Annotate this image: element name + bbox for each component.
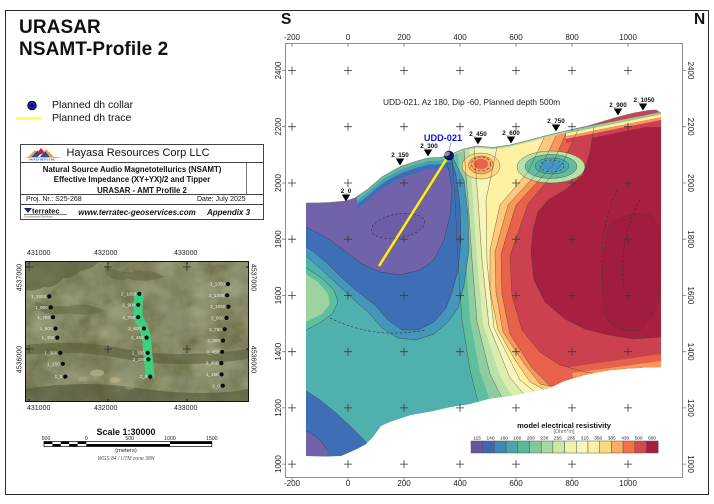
svg-text:3_150: 3_150 (206, 372, 219, 377)
svg-text:500: 500 (42, 436, 51, 442)
svg-text:2400: 2400 (274, 61, 283, 79)
svg-text:2_600: 2_600 (502, 130, 520, 137)
svg-text:140: 140 (486, 436, 494, 442)
svg-text:230: 230 (540, 436, 548, 442)
svg-text:2000: 2000 (686, 174, 695, 192)
svg-text:430: 430 (621, 436, 629, 442)
svg-text:N: N (694, 11, 705, 28)
svg-text:180: 180 (513, 436, 521, 442)
svg-text:UDD-021: UDD-021 (424, 133, 462, 143)
svg-text:400: 400 (453, 33, 467, 42)
svg-text:800: 800 (565, 33, 579, 42)
svg-text:2_1050: 2_1050 (121, 292, 137, 297)
svg-text:2000: 2000 (274, 174, 283, 192)
svg-text:200: 200 (527, 436, 535, 442)
svg-text:0: 0 (346, 479, 351, 488)
svg-text:3_1200: 3_1200 (209, 293, 225, 298)
svg-text:3_750: 3_750 (209, 327, 222, 332)
svg-text:115: 115 (473, 436, 481, 442)
svg-text:1800: 1800 (686, 230, 695, 248)
svg-text:1000: 1000 (686, 455, 695, 473)
svg-text:1_0: 1_0 (55, 374, 63, 379)
svg-text:HAYASA METALS INC: HAYASA METALS INC (29, 158, 56, 161)
svg-text:1400: 1400 (274, 342, 283, 360)
svg-text:1000: 1000 (619, 479, 637, 488)
svg-text:800: 800 (565, 479, 579, 488)
svg-text:2_0: 2_0 (341, 188, 352, 195)
svg-text:1000: 1000 (274, 455, 283, 473)
svg-text:3_1350: 3_1350 (210, 282, 226, 287)
svg-text:3_0: 3_0 (212, 383, 220, 388)
svg-text:285: 285 (567, 436, 575, 442)
svg-text:3_900: 3_900 (211, 316, 224, 321)
svg-text:3_450: 3_450 (206, 349, 219, 354)
svg-text:1500: 1500 (206, 436, 218, 442)
svg-text:1_750: 1_750 (37, 315, 50, 320)
svg-text:1_1050: 1_1050 (31, 294, 47, 299)
svg-text:350: 350 (594, 436, 602, 442)
svg-text:terratec: terratec (32, 207, 60, 216)
svg-text:-200: -200 (284, 33, 301, 42)
svg-text:S: S (281, 11, 291, 28)
svg-text:2_600: 2_600 (128, 326, 141, 331)
svg-text:2_300: 2_300 (132, 351, 145, 356)
svg-text:1_600: 1_600 (40, 326, 53, 331)
svg-text:400: 400 (453, 479, 467, 488)
svg-text:2_300: 2_300 (420, 143, 438, 150)
svg-text:200: 200 (397, 33, 411, 42)
svg-text:1400: 1400 (686, 343, 695, 361)
svg-text:2400: 2400 (686, 62, 695, 80)
svg-text:315: 315 (581, 436, 589, 442)
svg-text:0: 0 (85, 436, 88, 442)
svg-text:0: 0 (346, 33, 351, 42)
svg-text:1_300: 1_300 (45, 351, 58, 356)
svg-text:2_150: 2_150 (391, 152, 409, 159)
svg-text:2_0: 2_0 (140, 374, 148, 379)
svg-text:2_450: 2_450 (131, 335, 144, 340)
svg-text:UDD-021, Az 180, Dip -60, Plan: UDD-021, Az 180, Dip -60, Planned depth … (383, 97, 560, 107)
svg-text:model electrical resistivity: model electrical resistivity (517, 421, 612, 430)
svg-text:200: 200 (397, 479, 411, 488)
svg-text:500: 500 (635, 436, 643, 442)
svg-text:2200: 2200 (686, 118, 695, 136)
svg-text:1800: 1800 (274, 230, 283, 248)
svg-text:385: 385 (608, 436, 616, 442)
svg-text:1000: 1000 (619, 33, 637, 42)
svg-text:600: 600 (509, 33, 523, 42)
svg-text:1_900: 1_900 (35, 305, 48, 310)
svg-text:[Ohm*m]: [Ohm*m] (554, 429, 575, 435)
svg-text:2_150: 2_150 (133, 357, 146, 362)
svg-text:3_300: 3_300 (206, 361, 219, 366)
svg-text:1000: 1000 (164, 436, 176, 442)
svg-text:600: 600 (509, 479, 523, 488)
svg-text:2_900: 2_900 (122, 302, 135, 307)
svg-text:-200: -200 (284, 479, 301, 488)
svg-text:1_150: 1_150 (47, 361, 60, 366)
svg-text:1600: 1600 (686, 287, 695, 305)
svg-text:3_1050: 3_1050 (210, 304, 226, 309)
svg-text:2_750: 2_750 (547, 118, 565, 125)
svg-text:1200: 1200 (686, 399, 695, 417)
svg-text:255: 255 (554, 436, 562, 442)
svg-text:Geophysical Services: Geophysical Services (24, 215, 53, 219)
svg-text:160: 160 (500, 436, 508, 442)
svg-text:600: 600 (648, 436, 656, 442)
svg-text:2_900: 2_900 (609, 102, 627, 109)
svg-text:3_600: 3_600 (207, 338, 220, 343)
svg-text:2200: 2200 (274, 117, 283, 135)
svg-text:1600: 1600 (274, 286, 283, 304)
svg-text:1200: 1200 (274, 398, 283, 416)
svg-text:1_450: 1_450 (42, 335, 55, 340)
svg-text:2_750: 2_750 (122, 315, 135, 320)
svg-text:2_1050: 2_1050 (633, 97, 655, 104)
svg-text:500: 500 (125, 436, 134, 442)
svg-text:2_450: 2_450 (469, 131, 487, 138)
